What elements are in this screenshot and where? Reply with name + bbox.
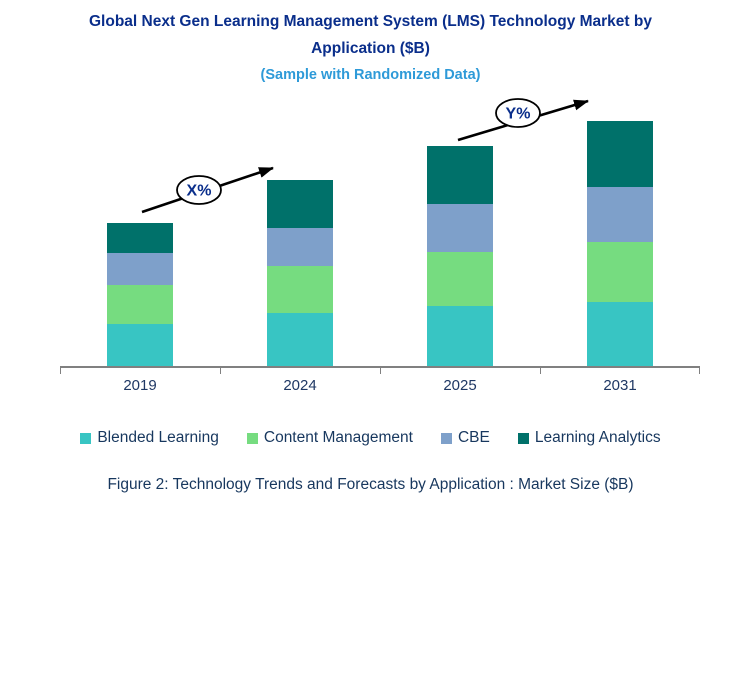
growth-label-Xpct: X%: [187, 183, 212, 200]
x-axis-tick-1: [220, 368, 221, 374]
x-axis-label-2031: 2031: [603, 377, 637, 394]
growth-annotation-layer: X% Y%: [141, 98, 589, 214]
x-axis-tick-4: [699, 368, 700, 374]
legend-item-cbe: CBE: [440, 429, 490, 447]
x-axis-tick-3: [540, 368, 541, 374]
x-axis-tick-2: [380, 368, 381, 374]
segment-content-management-2019: [107, 285, 173, 324]
stacked-bar-2019: [107, 223, 173, 366]
legend: Blended Learning Content Management CBE …: [0, 429, 741, 447]
segment-blended-learning-2019: [107, 324, 173, 366]
chart-title: Global Next Gen Learning Management Syst…: [0, 8, 741, 62]
segment-blended-learning-2025: [427, 306, 493, 366]
chart-title-line1: Global Next Gen Learning Management Syst…: [89, 13, 652, 30]
segment-learning-analytics-2031: [587, 121, 653, 187]
legend-swatch-content-management-icon: [246, 432, 258, 444]
segment-content-management-2025: [427, 252, 493, 306]
legend-item-learning-analytics: Learning Analytics: [517, 429, 661, 447]
legend-swatch-blended-learning-icon: [80, 432, 92, 444]
legend-label-cbe: CBE: [457, 429, 490, 446]
legend-item-blended-learning: Blended Learning: [80, 429, 219, 447]
stacked-bar-2031: [587, 121, 653, 366]
legend-label-blended-learning: Blended Learning: [97, 429, 219, 446]
chart-title-line2: Application ($B): [311, 40, 430, 57]
figure-caption: Figure 2: Technology Trends and Forecast…: [107, 476, 634, 493]
legend-swatch-learning-analytics-icon: [517, 432, 529, 444]
segment-learning-analytics-2024: [267, 180, 333, 228]
legend-swatch-cbe-icon: [440, 432, 452, 444]
x-axis: 2019 2024 2025 2031: [60, 377, 700, 397]
segment-blended-learning-2031: [587, 302, 653, 366]
segment-learning-analytics-2025: [427, 146, 493, 204]
segment-content-management-2024: [267, 266, 333, 313]
stacked-bar-2025: [427, 146, 493, 366]
segment-content-management-2031: [587, 242, 653, 302]
growth-oval-Ypct: [495, 98, 541, 128]
chart-subtitle: (Sample with Randomized Data): [260, 67, 481, 83]
segment-cbe-2024: [267, 228, 333, 266]
segment-learning-analytics-2019: [107, 223, 173, 253]
x-axis-label-2025: 2025: [443, 377, 477, 394]
x-axis-label-2019: 2019: [123, 377, 157, 394]
x-axis-tick-0: [60, 368, 61, 374]
growth-oval-Xpct: [176, 175, 222, 205]
segment-cbe-2019: [107, 253, 173, 285]
legend-item-content-management: Content Management: [246, 429, 413, 447]
legend-label-learning-analytics: Learning Analytics: [534, 429, 661, 446]
segment-blended-learning-2024: [267, 313, 333, 366]
plot-area: X% Y%: [60, 94, 700, 374]
segment-cbe-2031: [587, 187, 653, 242]
legend-label-content-management: Content Management: [263, 429, 413, 446]
x-axis-label-2024: 2024: [283, 377, 317, 394]
segment-cbe-2025: [427, 204, 493, 252]
growth-label-Ypct: Y%: [506, 106, 531, 123]
stacked-bar-2024: [267, 180, 333, 366]
